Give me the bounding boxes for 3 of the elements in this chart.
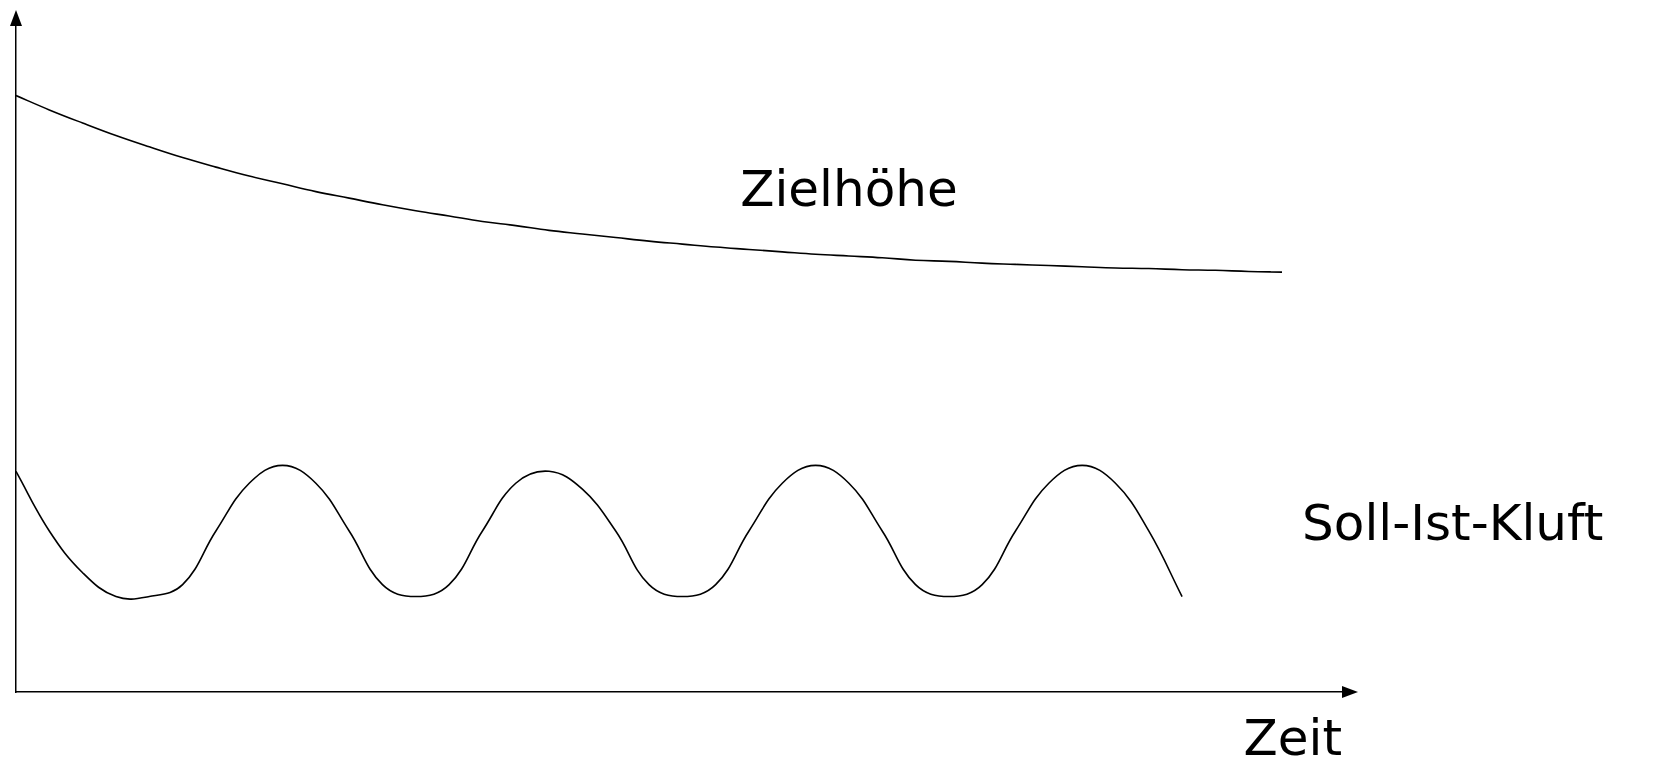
text: Soll-Ist-Kluft	[1302, 493, 1604, 552]
series-label: Zielhöhe	[740, 160, 958, 219]
x-axis-title: Zeit	[1243, 708, 1342, 767]
